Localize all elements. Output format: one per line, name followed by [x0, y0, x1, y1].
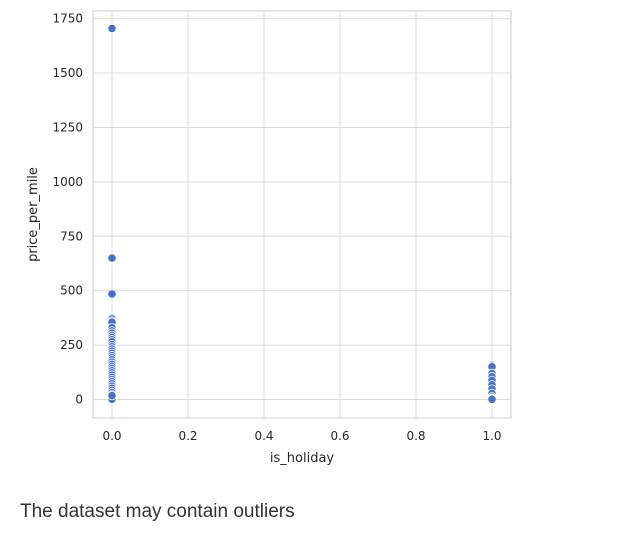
y-tick-label: 250	[60, 338, 83, 352]
data-points	[107, 23, 497, 404]
y-tick-label: 0	[75, 393, 83, 407]
chart-svg: 0.0 0.2 0.4 0.6 0.8 1.0 0 250 500 750 1000 1250 150…	[26, 10, 512, 466]
x-tick-label: 0.0	[102, 429, 121, 443]
data-point	[107, 289, 117, 299]
y-tick-label: 500	[60, 284, 83, 298]
x-tick-label: 0.2	[178, 429, 197, 443]
data-point	[107, 253, 117, 263]
x-tick-label: 0.6	[330, 429, 349, 443]
plot-area	[92, 10, 512, 419]
y-axis-label: price_per_mile	[26, 167, 41, 262]
scatter-chart: 0.0 0.2 0.4 0.6 0.8 1.0 0 250 500 750 1000 1250 150…	[26, 10, 512, 466]
data-point	[487, 394, 497, 404]
data-point	[107, 23, 117, 34]
y-tick-label: 1250	[52, 120, 83, 134]
y-tick-label: 1750	[52, 12, 83, 26]
y-tick-label: 1000	[52, 175, 83, 189]
x-tick-label: 0.4	[254, 429, 273, 443]
grid	[93, 11, 511, 418]
x-tick-labels: 0.0 0.2 0.4 0.6 0.8 1.0	[102, 429, 501, 443]
x-axis-label: is_holiday	[270, 451, 335, 466]
caption-text: The dataset may contain outliers	[20, 501, 295, 522]
y-tick-label: 1500	[52, 66, 83, 80]
data-point	[107, 390, 117, 401]
x-tick-label: 0.8	[406, 429, 425, 443]
x-tick-label: 1.0	[482, 429, 501, 443]
y-tick-labels: 0 250 500 750 1000 1250 1500 1750	[52, 12, 83, 407]
y-tick-label: 750	[60, 229, 83, 243]
